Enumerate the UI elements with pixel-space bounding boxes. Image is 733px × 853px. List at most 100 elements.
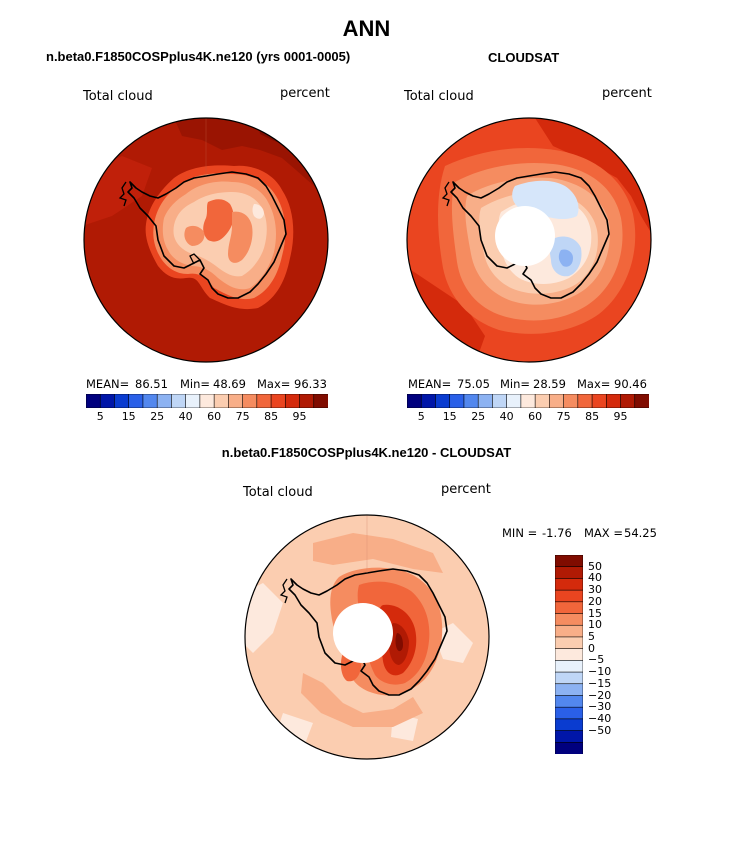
colorbar-difference-tick-label: 40 [588,571,602,585]
colorbar-left-tick-label: 95 [292,410,307,423]
colorbar-left-swatch [86,394,101,408]
colorbar-difference-swatch [555,706,583,720]
colorbar-difference-swatch [555,566,583,580]
colorbar-left-swatch [185,394,201,408]
right-max-value: 90.46 [614,377,647,391]
colorbar-right-swatch [435,394,451,408]
colorbar-right-tick-label: 60 [528,410,543,423]
colorbar-right-swatch [605,394,622,408]
colorbar-left-tick-label: 15 [121,410,136,423]
page-title: ANN [342,16,391,41]
colorbar-difference-swatch [555,578,583,591]
colorbar-left-swatch [299,394,315,408]
colorbar-left-swatch [171,394,187,408]
colorbar-right-swatch [549,394,565,408]
colorbar-difference-swatch [555,683,583,697]
right-min-label: Min= [500,377,531,391]
colorbar-difference-ticks: 50 40 30 20 15 10 5 0 −5 −10 −15 −20 −30 −40 −50 [588,555,628,754]
left-mean-value: 86.51 [135,377,168,391]
colorbar-difference-swatch [555,589,583,603]
colorbar-difference-swatch [555,613,583,626]
colorbar-difference-tick-label: −15 [588,676,612,690]
colorbar-right-tick-label: 75 [556,410,571,423]
colorbar-difference-swatch [555,624,583,638]
colorbar-difference-swatch [555,648,583,661]
colorbar-right-swatch [620,394,636,408]
colorbar-right-swatch [506,394,522,408]
colorbar-right-swatch [420,394,437,408]
right-min-value: 28.59 [533,377,566,391]
panel-diff-units: percent [441,482,491,497]
colorbar-difference-swatch [555,695,583,708]
colorbar-difference-swatch [555,741,583,754]
colorbar-left-swatch [213,394,229,408]
colorbar-difference-tick-label: 50 [588,559,602,573]
colorbar-difference [555,555,583,754]
colorbar-right-tick-label: 40 [499,410,514,423]
panel-left-subtitle: n.beta0.F1850COSPplus4K.ne120 (yrs 0001-… [46,49,351,64]
panel-right-variable: Total cloud [404,89,474,104]
left-mean-label: MEAN= [86,377,130,391]
colorbar-left-swatch [199,394,215,408]
colorbar-right-swatch [634,394,649,408]
colorbar-left-swatch [128,394,144,408]
colorbar-left-tick-label: 85 [264,410,279,423]
left-min-value: 48.69 [213,377,246,391]
map-difference-total-cloud [244,514,490,760]
panel-left-variable: Total cloud [83,89,153,104]
colorbar-right-swatch [463,394,479,408]
colorbar-right-tick-label: 95 [613,410,628,423]
right-mean-value: 75.05 [457,377,490,391]
colorbar-difference-swatch [555,660,583,673]
colorbar-left-tick-label: 40 [178,410,193,423]
right-max-label: Max= [577,377,611,391]
colorbar-right-swatch [520,394,536,408]
colorbar-difference-tick-label: −30 [588,700,612,714]
colorbar-difference-tick-label: 0 [588,641,595,655]
colorbar-difference-swatch [555,636,583,650]
colorbar-difference-tick-label: 30 [588,583,602,597]
colorbar-right-swatch [563,394,579,408]
colorbar-difference-tick-label: 10 [588,618,602,632]
left-max-label: Max= [257,377,291,391]
colorbar-right [407,394,649,408]
colorbar-left-tick-label: 75 [235,410,250,423]
colorbar-right-swatch [407,394,422,408]
colorbar-right-swatch [577,394,593,408]
colorbar-left-swatch [228,394,244,408]
colorbar-left-tick-label: 25 [150,410,165,423]
panel-right-subtitle: CLOUDSAT [488,50,560,65]
panel-left-units: percent [280,86,330,101]
panel-right-units: percent [602,86,652,101]
colorbar-right-tick-label: 85 [585,410,600,423]
colorbar-right-swatch [477,394,494,408]
colorbar-right-tick-label: 15 [442,410,457,423]
colorbar-difference-tick-label: 15 [588,606,602,620]
colorbar-left-tick-label: 60 [207,410,222,423]
colorbar-left-swatch [270,394,286,408]
diff-min-label: MIN = [502,526,538,540]
colorbar-left [86,394,328,408]
colorbar-difference-swatch [555,555,583,568]
colorbar-difference-tick-label: −50 [588,723,612,737]
colorbar-right-swatch [534,394,550,408]
colorbar-difference-tick-label: 20 [588,594,602,608]
colorbar-difference-swatch [555,718,583,732]
left-min-label: Min= [180,377,211,391]
colorbar-right-swatch [492,394,508,408]
colorbar-left-ticks: 5 15 25 40 60 75 85 95 [86,410,328,426]
colorbar-difference-tick-label: −10 [588,665,612,679]
colorbar-left-tick-label: 5 [96,410,104,423]
colorbar-left-swatch [256,394,272,408]
colorbar-difference-tick-label: −20 [588,688,612,702]
panel-diff-subtitle: n.beta0.F1850COSPplus4K.ne120 - CLOUDSAT [221,445,512,460]
colorbar-left-swatch [313,394,328,408]
colorbar-left-swatch [156,394,173,408]
colorbar-left-swatch [99,394,116,408]
colorbar-difference-swatch [555,671,583,685]
colorbar-difference-tick-label: −40 [588,711,612,725]
colorbar-right-swatch [449,394,465,408]
colorbar-left-swatch [142,394,158,408]
colorbar-right-swatch [591,394,607,408]
